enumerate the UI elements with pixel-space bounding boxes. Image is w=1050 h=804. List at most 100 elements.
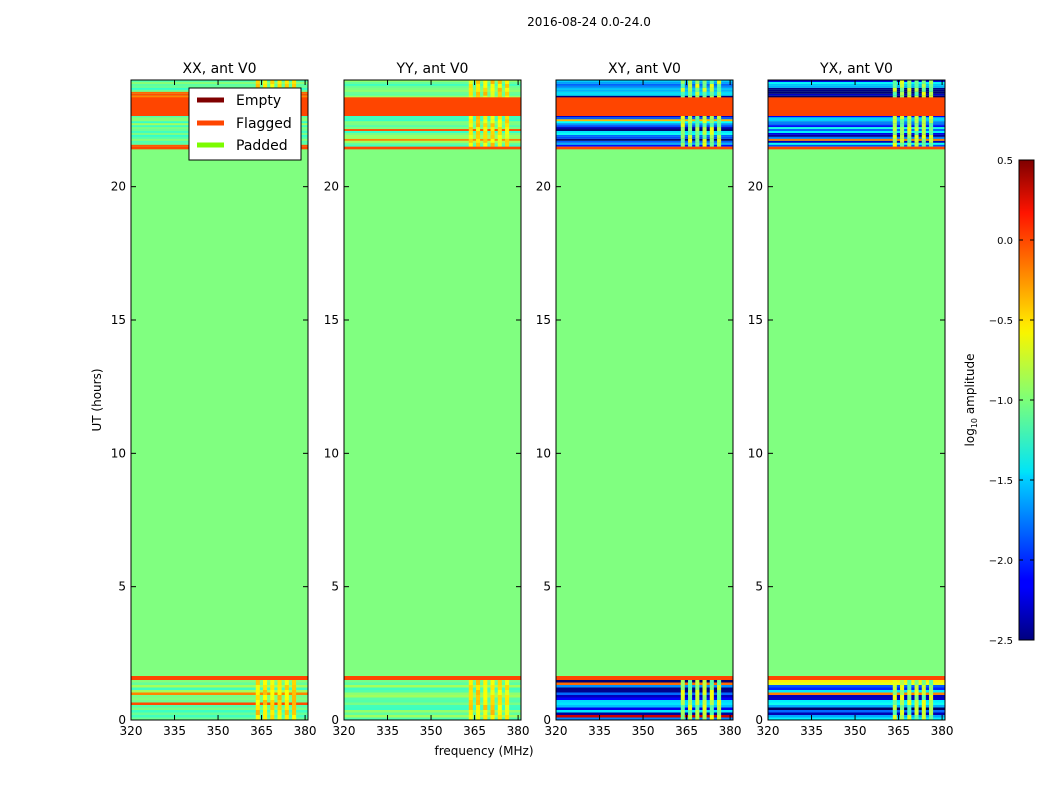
- data-cell: [277, 690, 282, 695]
- data-cell: [892, 87, 897, 92]
- data-row: [344, 129, 521, 131]
- x-tick-label: 335: [800, 724, 823, 738]
- y-tick-label: 15: [748, 313, 763, 327]
- data-row: [768, 687, 945, 690]
- data-cell: [907, 700, 912, 705]
- data-cell: [680, 119, 685, 124]
- data-cell: [255, 700, 260, 705]
- data-row: [556, 130, 733, 133]
- data-cell: [284, 705, 289, 710]
- data-row: [556, 697, 733, 700]
- data-row: [344, 695, 521, 698]
- data-cell: [490, 715, 495, 720]
- data-cell: [505, 690, 510, 695]
- flagged-band: [344, 676, 521, 680]
- data-cell: [900, 142, 905, 147]
- data-row: [556, 117, 733, 120]
- data-row: [556, 715, 733, 718]
- data-cell: [907, 142, 912, 147]
- data-cell: [505, 127, 510, 131]
- data-cell: [695, 705, 700, 710]
- data-row: [344, 700, 521, 703]
- data-cell: [476, 700, 481, 705]
- colorbar-tick-label: −1.5: [989, 476, 1013, 487]
- data-cell: [483, 700, 488, 705]
- data-row: [768, 134, 945, 137]
- data-cell: [717, 695, 722, 700]
- data-cell: [907, 680, 912, 685]
- data-cell: [702, 138, 707, 143]
- data-row: [131, 687, 308, 690]
- data-cell: [688, 142, 693, 147]
- data-row: [344, 682, 521, 685]
- data-cell: [892, 123, 897, 128]
- data-cell: [914, 142, 919, 147]
- data-cell: [263, 680, 268, 685]
- data-cell: [497, 710, 502, 715]
- data-cell: [929, 680, 934, 685]
- data-cell: [921, 690, 926, 695]
- plot-frame: [555, 79, 734, 721]
- data-cell: [892, 134, 897, 139]
- data-cell: [695, 115, 700, 120]
- data-cell: [680, 710, 685, 715]
- data-cell: [900, 115, 905, 120]
- data-row: [344, 130, 521, 133]
- data-row: [556, 89, 733, 92]
- data-cell: [476, 705, 481, 710]
- y-tick-label: 10: [536, 446, 551, 460]
- data-row: [556, 129, 733, 131]
- data-cell: [717, 142, 722, 147]
- data-cell: [476, 690, 481, 695]
- data-row: [768, 85, 945, 88]
- data-cell: [476, 87, 481, 92]
- data-cell: [688, 705, 693, 710]
- y-tick-label: 5: [331, 580, 339, 594]
- data-cell: [695, 685, 700, 690]
- data-row: [344, 119, 521, 122]
- data-cell: [680, 715, 685, 720]
- colorbar-label: log10 amplitude: [963, 354, 979, 447]
- data-cell: [497, 695, 502, 700]
- data-cell: [497, 690, 502, 695]
- data-cell: [929, 80, 934, 84]
- data-cell: [695, 87, 700, 92]
- data-row: [344, 712, 521, 715]
- data-cell: [490, 695, 495, 700]
- data-cell: [680, 695, 685, 700]
- data-cell: [929, 134, 934, 139]
- data-cell: [907, 715, 912, 720]
- data-row: [131, 697, 308, 700]
- data-row: [344, 687, 521, 690]
- data-row: [556, 687, 733, 690]
- data-cell: [476, 685, 481, 690]
- data-cell: [255, 705, 260, 710]
- data-cell: [468, 115, 473, 120]
- data-cell: [907, 123, 912, 128]
- data-row: [344, 132, 521, 135]
- data-cell: [505, 680, 510, 685]
- data-cell: [292, 690, 297, 695]
- data-cell: [497, 80, 502, 84]
- figure-title: 2016-08-24 0.0-24.0: [527, 15, 651, 29]
- data-cell: [914, 119, 919, 124]
- data-cell: [680, 685, 685, 690]
- data-cell: [505, 119, 510, 124]
- plot-frame: [343, 79, 522, 721]
- data-cell: [695, 91, 700, 96]
- data-cell: [490, 115, 495, 120]
- data-cell: [292, 685, 297, 690]
- data-row: [344, 80, 521, 82]
- data-cell: [483, 80, 488, 84]
- data-cell: [270, 685, 275, 690]
- data-cell: [483, 710, 488, 715]
- data-row: [556, 132, 733, 135]
- data-cell: [255, 80, 260, 84]
- data-cell: [483, 115, 488, 120]
- legend-label-padded: Padded: [236, 138, 288, 154]
- data-cell: [914, 138, 919, 143]
- data-row: [556, 682, 733, 685]
- data-cell: [680, 123, 685, 128]
- data-cell: [900, 680, 905, 685]
- data-cell: [892, 680, 897, 685]
